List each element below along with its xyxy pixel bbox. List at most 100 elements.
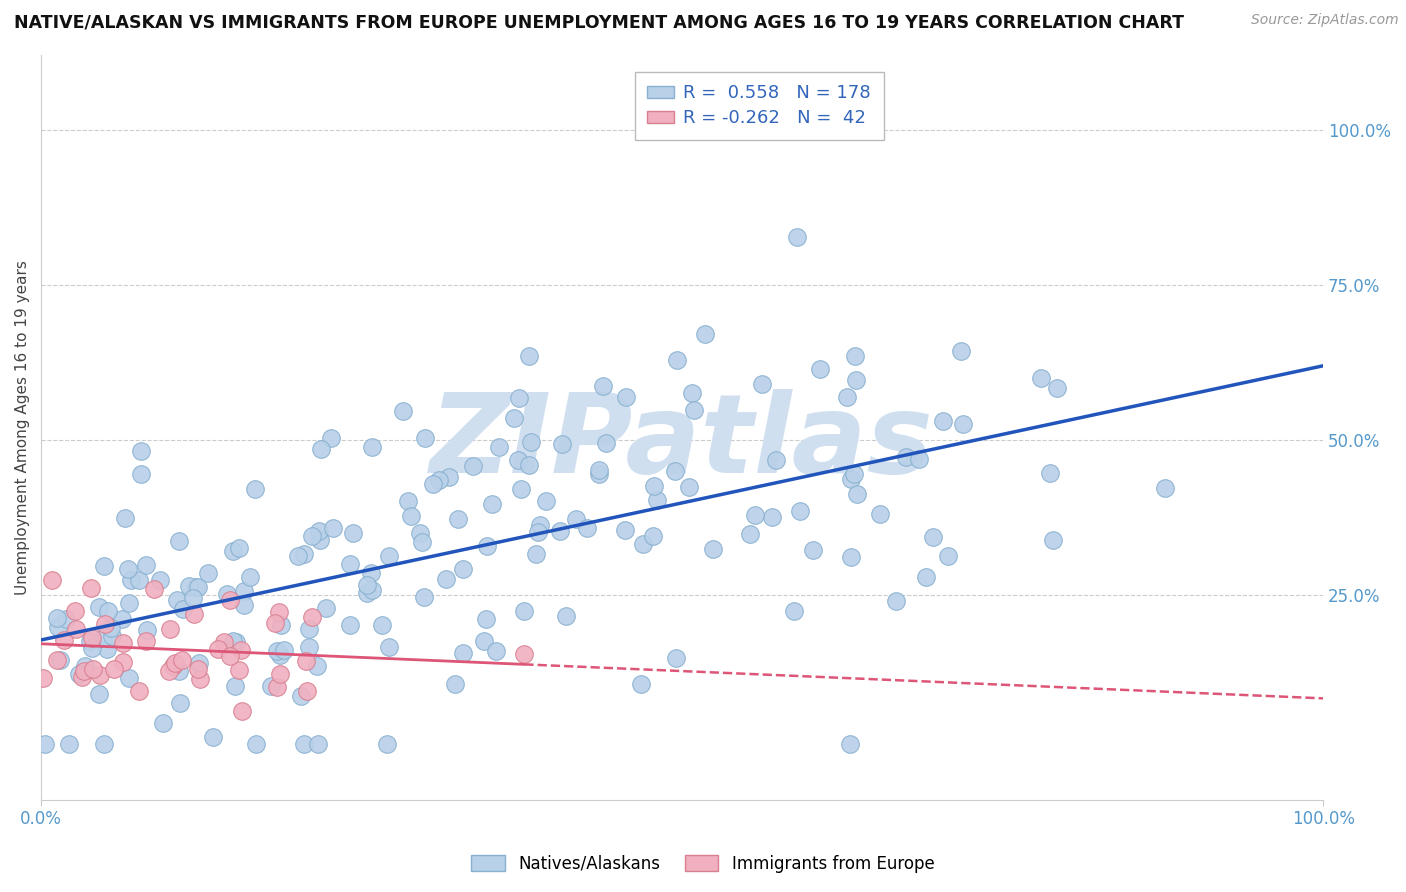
Point xyxy=(908,451,931,466)
Point xyxy=(91,631,114,645)
Point xyxy=(136,624,159,638)
Point xyxy=(360,582,382,597)
Point xyxy=(167,533,190,548)
Point xyxy=(128,573,150,587)
Point xyxy=(308,524,330,538)
Point xyxy=(681,386,703,401)
Point xyxy=(631,537,654,551)
Point xyxy=(263,615,285,630)
Text: Source: ZipAtlas.com: Source: ZipAtlas.com xyxy=(1251,13,1399,28)
Point xyxy=(46,611,69,625)
Point xyxy=(243,482,266,496)
Point xyxy=(93,616,115,631)
Point xyxy=(55,612,77,626)
Point xyxy=(100,621,122,635)
Point xyxy=(488,440,510,454)
Point xyxy=(162,659,184,673)
Point xyxy=(844,467,866,481)
Point xyxy=(1046,381,1069,395)
Point xyxy=(45,653,67,667)
Point xyxy=(287,549,309,563)
Point xyxy=(474,612,496,626)
Point xyxy=(808,361,831,376)
Point xyxy=(664,464,686,478)
Point xyxy=(693,327,716,342)
Point xyxy=(184,580,207,594)
Point xyxy=(32,671,55,685)
Point xyxy=(34,737,56,751)
Point xyxy=(738,527,761,541)
Point xyxy=(232,598,254,612)
Point xyxy=(339,557,361,571)
Point xyxy=(53,633,76,648)
Point xyxy=(82,631,104,645)
Point xyxy=(517,349,540,363)
Point xyxy=(869,507,891,521)
Point xyxy=(378,640,401,655)
Point xyxy=(443,676,465,690)
Point xyxy=(70,670,93,684)
Point xyxy=(159,665,181,679)
Point xyxy=(73,659,96,673)
Point xyxy=(229,642,252,657)
Point xyxy=(1029,371,1052,385)
Point xyxy=(219,592,242,607)
Point xyxy=(201,731,224,745)
Point xyxy=(111,655,134,669)
Point xyxy=(427,473,450,487)
Point xyxy=(952,417,974,431)
Point xyxy=(922,530,945,544)
Point xyxy=(297,684,319,698)
Point xyxy=(179,579,201,593)
Point xyxy=(309,442,332,456)
Point xyxy=(512,604,534,618)
Point xyxy=(517,458,540,472)
Point xyxy=(481,497,503,511)
Point xyxy=(645,493,668,508)
Point xyxy=(550,524,572,538)
Point xyxy=(79,634,101,648)
Point xyxy=(63,604,86,618)
Point xyxy=(588,467,610,482)
Point xyxy=(463,459,485,474)
Text: NATIVE/ALASKAN VS IMMIGRANTS FROM EUROPE UNEMPLOYMENT AMONG AGES 16 TO 19 YEARS : NATIVE/ALASKAN VS IMMIGRANTS FROM EUROPE… xyxy=(14,13,1184,31)
Point xyxy=(509,482,531,496)
Point xyxy=(434,572,457,586)
Point xyxy=(527,524,550,539)
Legend: R =  0.558   N = 178, R = -0.262   N =  42: R = 0.558 N = 178, R = -0.262 N = 42 xyxy=(634,71,883,140)
Point xyxy=(269,667,291,681)
Point xyxy=(93,737,115,751)
Point xyxy=(266,643,288,657)
Point xyxy=(41,574,63,588)
Point xyxy=(370,618,392,632)
Point xyxy=(118,671,141,685)
Point xyxy=(485,644,508,658)
Point xyxy=(152,715,174,730)
Point xyxy=(169,665,191,679)
Point xyxy=(319,431,342,445)
Point xyxy=(592,378,614,392)
Point xyxy=(224,679,246,693)
Point xyxy=(212,635,235,649)
Point xyxy=(67,667,90,681)
Point xyxy=(117,562,139,576)
Point xyxy=(524,547,547,561)
Point xyxy=(215,587,238,601)
Point xyxy=(266,680,288,694)
Point xyxy=(111,612,134,626)
Point xyxy=(142,582,165,596)
Point xyxy=(260,679,283,693)
Point xyxy=(292,548,315,562)
Point xyxy=(120,574,142,588)
Point xyxy=(447,512,470,526)
Point xyxy=(513,647,536,661)
Point xyxy=(131,467,153,481)
Point xyxy=(225,635,247,649)
Point xyxy=(551,436,574,450)
Point xyxy=(841,472,863,486)
Point xyxy=(170,653,193,667)
Point xyxy=(87,687,110,701)
Point xyxy=(207,642,229,657)
Point xyxy=(165,656,187,670)
Point xyxy=(839,550,862,565)
